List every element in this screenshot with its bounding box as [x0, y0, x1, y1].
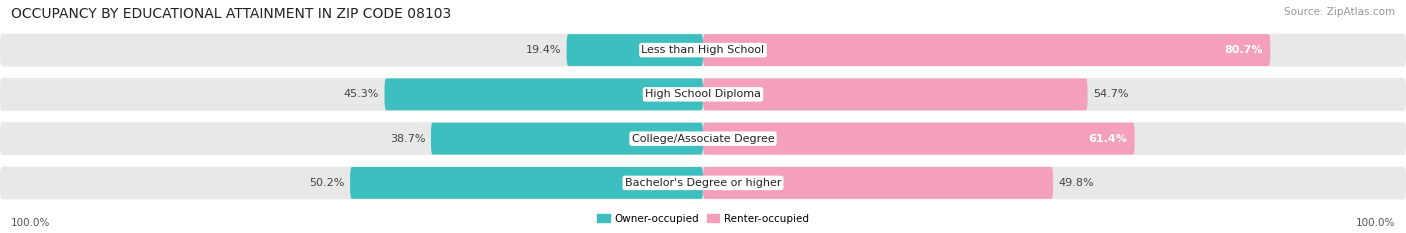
- Text: 50.2%: 50.2%: [309, 178, 344, 188]
- FancyBboxPatch shape: [350, 167, 703, 199]
- FancyBboxPatch shape: [430, 123, 703, 154]
- FancyBboxPatch shape: [703, 34, 1271, 66]
- Text: 100.0%: 100.0%: [11, 218, 51, 228]
- FancyBboxPatch shape: [703, 123, 1135, 154]
- Text: College/Associate Degree: College/Associate Degree: [631, 134, 775, 144]
- FancyBboxPatch shape: [0, 34, 1406, 66]
- FancyBboxPatch shape: [385, 79, 703, 110]
- Text: Less than High School: Less than High School: [641, 45, 765, 55]
- FancyBboxPatch shape: [703, 167, 1053, 199]
- Text: 38.7%: 38.7%: [389, 134, 425, 144]
- FancyBboxPatch shape: [567, 34, 703, 66]
- Text: 19.4%: 19.4%: [526, 45, 561, 55]
- Text: 49.8%: 49.8%: [1059, 178, 1094, 188]
- Text: 80.7%: 80.7%: [1225, 45, 1264, 55]
- FancyBboxPatch shape: [0, 78, 1406, 111]
- Text: Bachelor's Degree or higher: Bachelor's Degree or higher: [624, 178, 782, 188]
- Text: OCCUPANCY BY EDUCATIONAL ATTAINMENT IN ZIP CODE 08103: OCCUPANCY BY EDUCATIONAL ATTAINMENT IN Z…: [11, 7, 451, 21]
- Text: 100.0%: 100.0%: [1355, 218, 1395, 228]
- Text: 54.7%: 54.7%: [1094, 89, 1129, 99]
- Text: High School Diploma: High School Diploma: [645, 89, 761, 99]
- FancyBboxPatch shape: [0, 167, 1406, 199]
- FancyBboxPatch shape: [703, 79, 1088, 110]
- FancyBboxPatch shape: [0, 122, 1406, 155]
- Text: Source: ZipAtlas.com: Source: ZipAtlas.com: [1284, 7, 1395, 17]
- Text: 61.4%: 61.4%: [1088, 134, 1128, 144]
- Legend: Owner-occupied, Renter-occupied: Owner-occupied, Renter-occupied: [593, 209, 813, 228]
- Text: 45.3%: 45.3%: [343, 89, 380, 99]
